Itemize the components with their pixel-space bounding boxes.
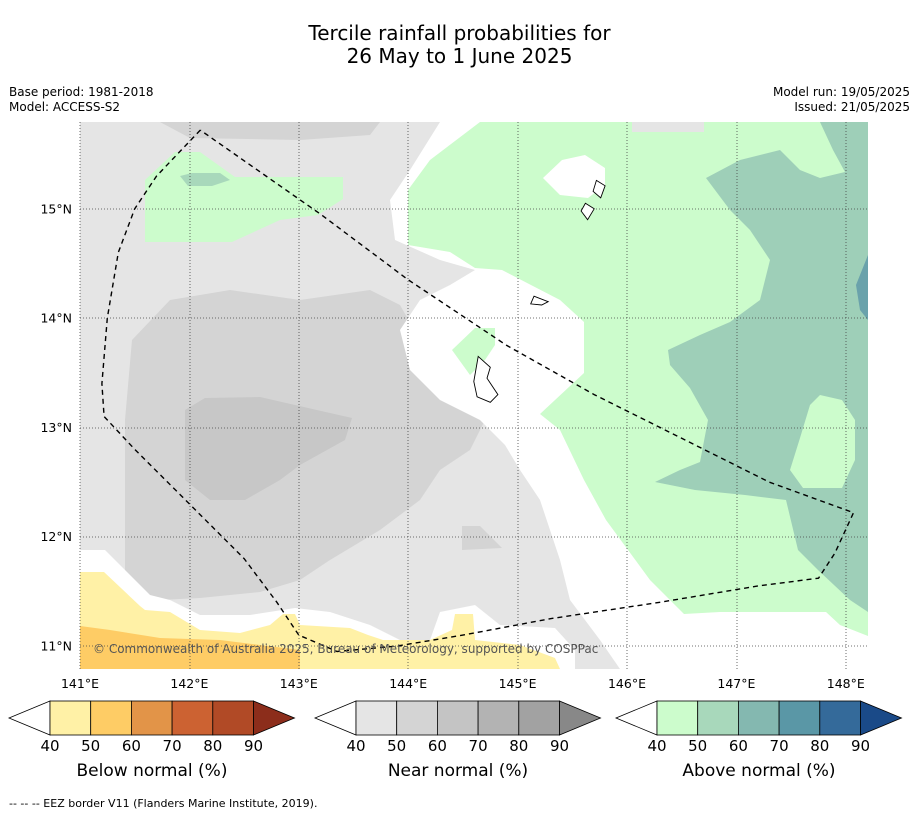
islands-layer <box>473 179 606 403</box>
colorbar-tick-label: 50 <box>387 737 406 755</box>
colorbar-extend-low <box>313 700 357 736</box>
model-name: Model: ACCESS-S2 <box>9 100 121 114</box>
colorbar-segment <box>697 700 739 736</box>
colorbar-segment <box>656 700 699 736</box>
base-period: Base period: 1981-2018 <box>9 85 154 99</box>
lon-tick-label: 145°E <box>499 676 537 691</box>
colorbar-extend-low <box>7 700 51 736</box>
colorbar-segment <box>396 700 438 736</box>
colorbar-segment <box>778 700 821 736</box>
near-normal-50-top <box>160 122 380 140</box>
colorbar-segment <box>212 700 254 736</box>
colorbar-1: 40 50 60 70 80 90 <box>313 700 602 755</box>
colorbar-tick-label: 90 <box>851 737 870 755</box>
colorbar-tick-label: 70 <box>469 737 488 755</box>
colorbar-segment <box>130 700 173 736</box>
colorbar-segment <box>171 700 214 736</box>
lon-tick-label: 142°E <box>170 676 208 691</box>
near-gray-top-right <box>632 122 704 132</box>
lon-tick-label: 148°E <box>827 676 865 691</box>
graticule <box>79 122 868 669</box>
above-normal-40-region <box>408 122 868 636</box>
island-outline <box>580 202 595 221</box>
lon-tick-label: 141°E <box>61 676 99 691</box>
lat-tick-label: 15°N <box>40 201 72 216</box>
colorbar-tick-label: 40 <box>647 737 666 755</box>
above-normal-40-inner <box>790 395 855 488</box>
title-line-2: 26 May to 1 June 2025 <box>346 44 573 68</box>
colorbar-tick-label: 60 <box>729 737 748 755</box>
colorbar-segment <box>436 700 479 736</box>
lat-tick-label: 14°N <box>40 311 72 326</box>
lat-tick-label: 11°N <box>40 639 72 654</box>
colorbar-segment <box>355 700 398 736</box>
lon-tick-labels: 141°E 142°E 143°E 144°E 145°E 146°E 147°E 148°E <box>61 676 865 691</box>
colorbar-tick-label: 80 <box>203 737 222 755</box>
colorbar-2: 40 50 60 70 80 90 <box>614 700 903 755</box>
colorbar-tick-label: 90 <box>550 737 569 755</box>
lat-tick-label: 13°N <box>40 420 72 435</box>
colorbar-tick-label: 70 <box>770 737 789 755</box>
colorbar-tick-label: 40 <box>346 737 365 755</box>
colorbar-tick-label: 60 <box>428 737 447 755</box>
colorbar-extend-high <box>559 700 602 736</box>
colorbar-segment <box>738 700 780 736</box>
lon-tick-label: 144°E <box>389 676 427 691</box>
colorbar-tick-label: 50 <box>81 737 100 755</box>
eez-footnote: -- -- -- EEZ border V11 (Flanders Marine… <box>9 797 318 810</box>
colorbar-segment <box>518 700 560 736</box>
colorbar-label-near: Near normal (%) <box>387 761 529 781</box>
near-normal-60-region <box>185 397 352 500</box>
lat-tick-labels: 11°N 12°N 13°N 14°N 15°N <box>40 201 72 653</box>
colorbar-tick-label: 80 <box>810 737 829 755</box>
colorbar-segment <box>90 700 132 736</box>
colorbar-extend-low <box>614 700 658 736</box>
above-normal-40-island-patch <box>452 328 495 375</box>
lat-tick-label: 12°N <box>40 529 72 544</box>
lon-tick-label: 143°E <box>280 676 318 691</box>
model-run: Model run: 19/05/2025 <box>772 85 910 99</box>
map-title: Tercile rainfall probabilities for 26 Ma… <box>0 22 919 68</box>
copyright-note: © Commonwealth of Australia 2025, Bureau… <box>93 642 598 656</box>
title-line-1: Tercile rainfall probabilities for <box>308 21 611 45</box>
island-outline <box>473 355 499 403</box>
colorbar-label-above: Above normal (%) <box>682 761 836 781</box>
colorbar-segment <box>819 700 861 736</box>
island-outline <box>530 295 550 306</box>
colorbar-tick-label: 50 <box>688 737 707 755</box>
island-outline <box>592 179 606 199</box>
lon-tick-label: 147°E <box>717 676 755 691</box>
colorbar-segment <box>49 700 92 736</box>
colorbar-segment <box>477 700 520 736</box>
colorbar-extend-high <box>860 700 903 736</box>
above-normal-50-region <box>655 122 868 612</box>
meta-left: Base period: 1981-2018 Model: ACCESS-S2 <box>9 85 154 115</box>
colorbar-extend-high <box>253 700 296 736</box>
colorbar-label-below: Below normal (%) <box>76 761 228 781</box>
above-normal-50-west-small <box>180 173 230 186</box>
colorbar-tick-label: 80 <box>509 737 528 755</box>
colorbar-tick-label: 60 <box>122 737 141 755</box>
probability-fields <box>80 122 868 669</box>
colorbar-tick-label: 70 <box>163 737 182 755</box>
colorbar-tick-label: 90 <box>244 737 263 755</box>
near-normal-60-small <box>462 526 502 550</box>
meta-right: Model run: 19/05/2025 Issued: 21/05/2025 <box>773 85 910 115</box>
colorbars: 40 50 60 70 80 90 40 50 60 70 80 90 40 50 60 70 80 90 <box>7 700 903 755</box>
lon-tick-label: 146°E <box>608 676 646 691</box>
colorbar-0: 40 50 60 70 80 90 <box>7 700 296 755</box>
near-white-hole <box>543 155 605 198</box>
above-normal-60-edge <box>856 255 868 320</box>
colorbar-tick-label: 40 <box>40 737 59 755</box>
issued-date: Issued: 21/05/2025 <box>794 100 910 114</box>
